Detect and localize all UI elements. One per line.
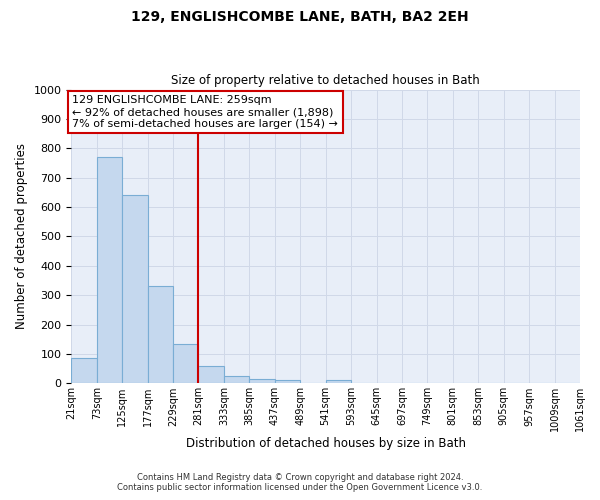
Bar bbox=[224, 376, 250, 384]
Title: Size of property relative to detached houses in Bath: Size of property relative to detached ho… bbox=[171, 74, 480, 87]
Y-axis label: Number of detached properties: Number of detached properties bbox=[15, 144, 28, 330]
Bar bbox=[326, 380, 351, 384]
Bar bbox=[71, 358, 97, 384]
Bar bbox=[199, 366, 224, 384]
Bar bbox=[275, 380, 300, 384]
Bar bbox=[173, 344, 199, 384]
Text: 129, ENGLISHCOMBE LANE, BATH, BA2 2EH: 129, ENGLISHCOMBE LANE, BATH, BA2 2EH bbox=[131, 10, 469, 24]
Bar bbox=[97, 157, 122, 384]
Bar bbox=[148, 286, 173, 384]
Bar bbox=[122, 196, 148, 384]
Text: 129 ENGLISHCOMBE LANE: 259sqm
← 92% of detached houses are smaller (1,898)
7% of: 129 ENGLISHCOMBE LANE: 259sqm ← 92% of d… bbox=[72, 96, 338, 128]
Bar bbox=[250, 379, 275, 384]
Text: Contains HM Land Registry data © Crown copyright and database right 2024.
Contai: Contains HM Land Registry data © Crown c… bbox=[118, 473, 482, 492]
X-axis label: Distribution of detached houses by size in Bath: Distribution of detached houses by size … bbox=[185, 437, 466, 450]
